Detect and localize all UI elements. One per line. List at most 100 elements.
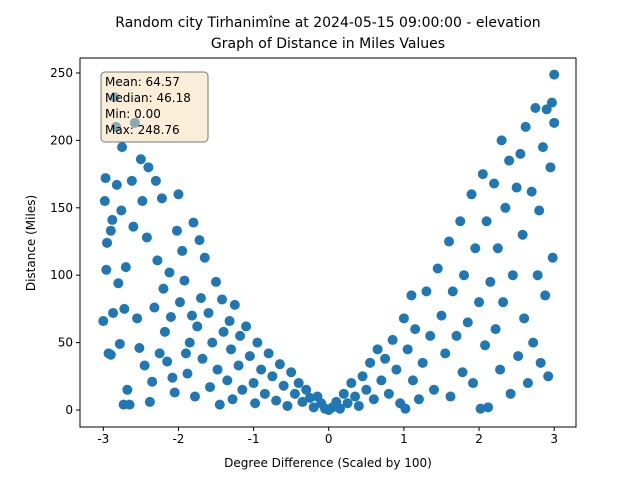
point (365, 357, 376, 368)
point (226, 344, 237, 355)
point (278, 380, 289, 391)
point (468, 378, 479, 389)
point (522, 378, 533, 389)
point (237, 384, 248, 395)
point (263, 348, 274, 359)
point (158, 283, 169, 294)
point (224, 316, 235, 327)
point (335, 403, 346, 414)
point (350, 391, 361, 402)
y-tick-label: 100 (50, 268, 73, 282)
point (235, 330, 246, 341)
point (481, 216, 492, 227)
stats-line: Median: 46.18 (105, 91, 191, 105)
x-tick-label: 2 (475, 432, 483, 446)
point (252, 337, 263, 348)
point (387, 334, 398, 345)
y-tick-label: 50 (58, 336, 73, 350)
point (346, 378, 357, 389)
point (120, 262, 131, 273)
point (180, 348, 191, 359)
point (301, 384, 312, 395)
point (244, 351, 255, 362)
point (421, 286, 432, 297)
point (214, 399, 225, 410)
point (217, 294, 228, 305)
point (447, 286, 458, 297)
point (211, 276, 222, 287)
point (139, 360, 150, 371)
point (462, 317, 473, 328)
point (108, 307, 119, 318)
point (496, 135, 507, 146)
chart-subtitle: Graph of Distance in Miles Values (211, 36, 445, 52)
point (165, 311, 176, 322)
point (289, 388, 300, 399)
point (541, 104, 552, 115)
point (134, 342, 145, 353)
point (218, 326, 229, 337)
point (259, 388, 270, 399)
point (380, 353, 391, 364)
x-tick-label: -2 (172, 432, 184, 446)
point (549, 117, 560, 128)
point (526, 186, 537, 197)
point (147, 376, 158, 387)
point (372, 344, 383, 355)
point (137, 196, 148, 207)
point (227, 394, 238, 405)
point (519, 313, 530, 324)
y-tick-label: 250 (50, 66, 73, 80)
point (274, 359, 285, 370)
point (470, 243, 481, 254)
point (144, 396, 155, 407)
point (159, 326, 170, 337)
x-axis-label: Degree Difference (Scaled by 100) (224, 456, 432, 470)
point (162, 356, 173, 367)
point (368, 394, 379, 405)
point (194, 235, 205, 246)
point (466, 189, 477, 200)
point (436, 310, 447, 321)
point (546, 97, 557, 108)
plot-frame (79, 57, 577, 428)
point (189, 391, 200, 402)
point (124, 399, 135, 410)
point (156, 193, 167, 204)
point (143, 162, 154, 173)
point (135, 154, 146, 165)
point (233, 360, 244, 371)
point (179, 275, 190, 286)
x-tick-label: 0 (325, 432, 333, 446)
point (114, 338, 125, 349)
point (517, 229, 528, 240)
point (203, 307, 214, 318)
point (111, 179, 122, 190)
x-tick-label: -1 (248, 432, 260, 446)
point (428, 384, 439, 395)
point (357, 371, 368, 382)
point (520, 121, 531, 132)
point (383, 388, 394, 399)
stats-line: Mean: 64.57 (105, 75, 180, 89)
point (99, 196, 110, 207)
point (480, 340, 491, 351)
point (425, 330, 436, 341)
point (297, 396, 308, 407)
point (500, 202, 511, 213)
point (197, 353, 208, 364)
point (241, 321, 252, 332)
point (445, 391, 456, 402)
point (417, 357, 428, 368)
point (141, 232, 152, 243)
point (171, 225, 182, 236)
point (100, 173, 111, 184)
point (152, 255, 163, 266)
point (477, 169, 488, 180)
point (511, 182, 522, 193)
point (530, 103, 541, 114)
stats-line: Max: 248.76 (105, 123, 180, 137)
point (250, 398, 261, 409)
point (489, 178, 500, 189)
point (406, 290, 417, 301)
